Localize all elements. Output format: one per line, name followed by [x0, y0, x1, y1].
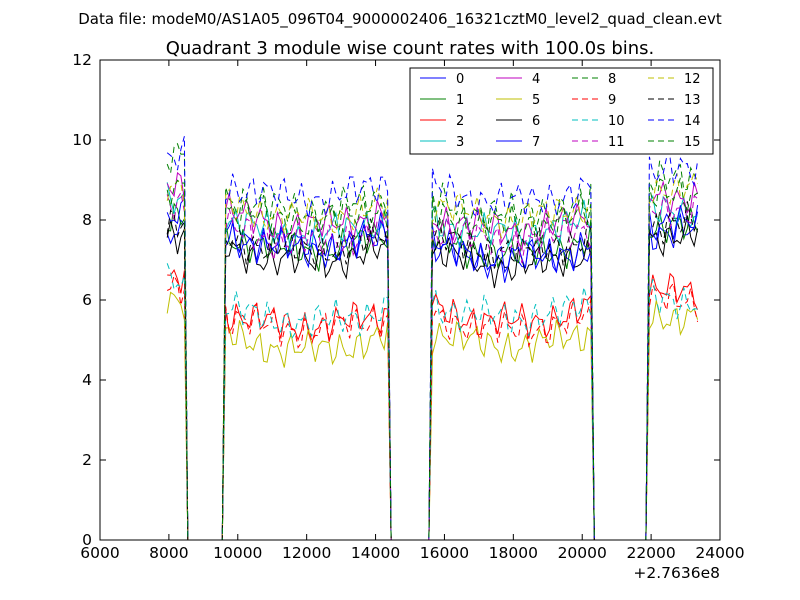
x-tick-label: 18000 — [489, 544, 538, 562]
figure-suptitle: Data file: modeM0/AS1A05_096T04_90000024… — [78, 10, 722, 29]
legend-label-6: 6 — [532, 114, 540, 129]
x-tick-label: 10000 — [213, 544, 262, 562]
legend-label-8: 8 — [608, 72, 616, 87]
legend-label-2: 2 — [456, 114, 464, 129]
series-line-15 — [166, 177, 698, 541]
legend-label-10: 10 — [608, 114, 625, 129]
series-line-13 — [166, 201, 699, 541]
series-line-2 — [167, 269, 699, 541]
axis-ticks: 6000 8000 10000 12000 14000 16000 18000 20000 22… — [72, 51, 744, 562]
series-line-5 — [166, 291, 699, 541]
legend-label-1: 1 — [456, 93, 464, 108]
legend-box — [409, 67, 714, 155]
plot-lines — [166, 136, 699, 541]
legend-label-11: 11 — [608, 135, 625, 150]
legend-label-9: 9 — [608, 93, 616, 108]
x-tick-label: 22000 — [626, 544, 675, 562]
x-tick-label: 12000 — [282, 544, 331, 562]
y-tick-label: 10 — [72, 131, 92, 149]
legend-label-13: 13 — [684, 93, 701, 108]
series-line-7 — [166, 197, 699, 541]
series-line-11 — [166, 191, 698, 541]
y-tick-label: 12 — [72, 51, 92, 69]
legend-label-0: 0 — [456, 72, 464, 87]
series-line-6 — [166, 215, 699, 541]
series-line-14 — [166, 136, 699, 541]
x-tick-label: 16000 — [420, 544, 469, 562]
y-tick-label: 6 — [82, 291, 92, 309]
x-tick-label: 6000 — [80, 544, 119, 562]
y-tick-label: 8 — [82, 211, 92, 229]
y-tick-label: 4 — [82, 371, 92, 389]
series-line-4 — [166, 171, 699, 541]
legend-label-3: 3 — [456, 135, 464, 150]
legend-label-15: 15 — [684, 135, 701, 150]
legend-label-7: 7 — [532, 135, 540, 150]
legend-label-12: 12 — [684, 72, 701, 87]
x-tick-label: 20000 — [558, 544, 607, 562]
legend-label-14: 14 — [684, 114, 701, 129]
series-line-12 — [166, 170, 699, 541]
x-tick-label: 24000 — [695, 544, 744, 562]
x-offset-label: +2.7636e8 — [633, 564, 720, 582]
legend-label-4: 4 — [532, 72, 540, 87]
series-line-3 — [166, 182, 698, 541]
y-tick-label: 2 — [82, 451, 92, 469]
series-line-8 — [166, 142, 699, 541]
legend-label-5: 5 — [532, 93, 540, 108]
x-tick-label: 14000 — [351, 544, 400, 562]
series-line-10 — [166, 263, 698, 541]
series-line-9 — [166, 274, 699, 541]
chart-title: Quadrant 3 module wise count rates with … — [166, 38, 655, 59]
y-tick-label: 0 — [82, 531, 92, 549]
x-tick-label: 8000 — [149, 544, 188, 562]
